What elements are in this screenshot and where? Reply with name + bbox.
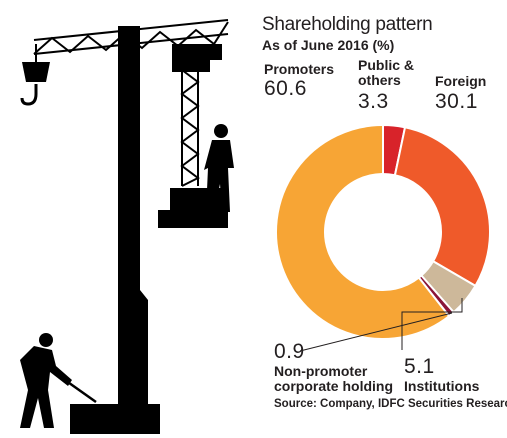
- value-institutions: 5.1: [404, 355, 435, 378]
- hook-block: [22, 62, 50, 82]
- crane-base: [70, 404, 160, 434]
- chart-title: Shareholding pattern: [262, 14, 433, 35]
- leader-line-institutions: [401, 298, 463, 350]
- label-public-others: Public & others: [358, 57, 415, 88]
- label-promoters: Promoters: [264, 61, 335, 77]
- crane-mast: [118, 26, 148, 430]
- label-institutions: Institutions: [404, 378, 480, 394]
- leader-lines: [299, 298, 463, 352]
- hook-icon: [20, 84, 38, 106]
- value-non-promoter: 0.9: [274, 340, 305, 363]
- worker-shoveling: [20, 333, 72, 428]
- crane-tower: [180, 69, 200, 187]
- source-note: Source: Company, IDFC Securities Researc…: [274, 398, 507, 410]
- leader-line-non-promoter: [299, 312, 453, 352]
- value-public-others: 3.3: [358, 90, 389, 113]
- crane-illustration: [20, 19, 234, 434]
- worker-standing: [204, 124, 234, 212]
- donut-outline: [274, 123, 492, 341]
- donut-slice-foreign: [393, 126, 491, 288]
- donut-chart: [274, 123, 492, 341]
- chart-subtitle: As of June 2016 (%): [262, 37, 395, 53]
- label-foreign: Foreign: [435, 73, 487, 89]
- value-promoters: 60.6: [264, 77, 307, 100]
- label-non-promoter: Non-promoter corporate holding: [274, 363, 393, 394]
- value-foreign: 30.1: [435, 90, 478, 113]
- crane-counterweight: [172, 44, 222, 72]
- donut-slice-promoters: [275, 123, 451, 340]
- crane-jib: [33, 19, 229, 55]
- shovel: [47, 366, 97, 404]
